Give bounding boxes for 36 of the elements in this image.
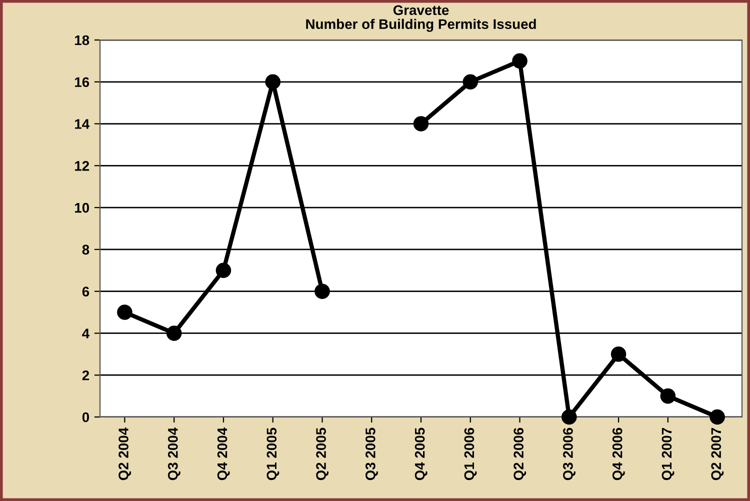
x-tick-label: Q2 2007 [711, 428, 724, 480]
x-tick-label: Q1 2005 [266, 428, 280, 480]
y-tick-label: 4 [82, 328, 90, 338]
x-tick-label: Q3 2005 [366, 428, 378, 480]
point [314, 284, 330, 299]
x-tick-label: Q2 2004 [118, 427, 132, 480]
y-tick-label: 14 [75, 119, 90, 129]
x-tick-label: Q4 2006 [612, 428, 625, 480]
point [413, 116, 429, 132]
point [216, 262, 232, 278]
point [610, 346, 626, 362]
chart-title: Gravette Number of Building Permits Issued [306, 5, 536, 32]
y-tick-label: 6 [82, 286, 90, 297]
y-tick-label: 16 [75, 77, 90, 88]
x-tick-label: Q1 2007 [662, 428, 674, 480]
point [166, 326, 182, 341]
point [462, 74, 478, 90]
point [562, 409, 577, 425]
x-tick-label: Q3 2004 [168, 427, 180, 480]
x-tick-label: Q2 2005 [316, 428, 329, 480]
y-tick-label: 12 [75, 161, 90, 171]
x-tick-label: Q4 2004 [217, 427, 230, 480]
point [512, 53, 528, 69]
x-tick-label: Q4 2005 [414, 428, 428, 480]
x-tick-label: Q2 2006 [514, 428, 526, 480]
point [660, 388, 676, 404]
point [710, 409, 725, 425]
x-tick-label: Q1 2006 [464, 428, 477, 480]
y-tick-label: 10 [75, 202, 90, 213]
y-tick-label: 0 [82, 412, 90, 422]
y-tick-label: 8 [82, 244, 90, 255]
y-tick-label: 18 [75, 35, 90, 46]
point [265, 74, 280, 90]
y-tick-label: 2 [82, 370, 90, 380]
point [117, 304, 132, 320]
x-tick-label: Q3 2006 [563, 428, 576, 480]
